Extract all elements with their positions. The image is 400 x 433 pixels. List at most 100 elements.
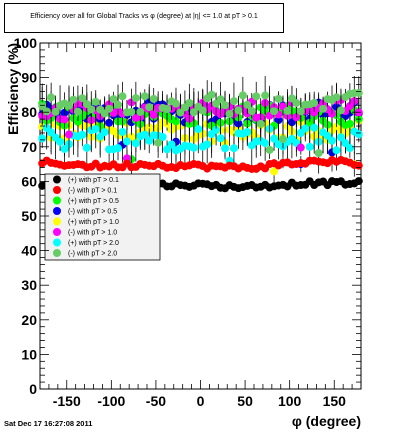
data-point [354, 88, 363, 97]
data-point [149, 110, 158, 119]
legend-box [44, 173, 161, 261]
data-point [212, 125, 221, 134]
data-point [100, 128, 109, 137]
y-tick-label: 40 [21, 243, 37, 259]
legend-marker [53, 249, 61, 257]
data-point [229, 97, 238, 106]
y-tick-label: 70 [21, 139, 37, 155]
legend-label: (+) with pT > 0.5 [68, 198, 119, 205]
legend-label: (-) with pT > 0.5 [68, 209, 117, 216]
data-point [114, 144, 123, 153]
data-point [296, 107, 305, 116]
data-point [118, 127, 127, 136]
data-point [243, 128, 252, 137]
data-point [127, 107, 136, 116]
y-axis-title: Efficiency (%) [5, 43, 21, 135]
legend-marker [53, 228, 61, 236]
data-point [310, 123, 319, 132]
data-point [38, 102, 47, 111]
data-point [105, 104, 114, 113]
data-point [73, 107, 82, 116]
data-point [225, 110, 234, 119]
data-point [42, 107, 51, 116]
data-point [216, 134, 225, 143]
data-point [91, 97, 100, 106]
data-point [221, 101, 230, 110]
data-point [189, 108, 198, 117]
data-point [145, 136, 154, 145]
data-point [140, 92, 149, 101]
data-point [328, 136, 337, 145]
legend-marker [53, 217, 61, 226]
data-point [292, 98, 301, 107]
data-point [60, 115, 69, 124]
x-tick-label: -50 [146, 393, 166, 409]
data-point [56, 137, 65, 146]
data-point [136, 107, 145, 116]
data-point [261, 139, 270, 148]
x-tick-label: 100 [278, 393, 302, 409]
x-tick-label: -100 [97, 393, 125, 409]
data-point [158, 133, 167, 142]
data-point [270, 107, 279, 116]
data-point [82, 143, 91, 152]
data-point [238, 91, 247, 100]
data-point [131, 94, 140, 103]
data-point [283, 106, 292, 115]
data-point [38, 134, 47, 143]
x-tick-label: 150 [323, 393, 347, 409]
data-point [194, 125, 203, 134]
data-point [171, 117, 180, 126]
data-point [278, 135, 287, 144]
data-point [310, 98, 319, 107]
y-tick-label: 100 [14, 35, 38, 51]
data-point [252, 92, 261, 101]
data-point [296, 143, 305, 152]
data-point [122, 137, 131, 146]
data-point [265, 145, 274, 154]
y-tick-label: 10 [21, 346, 37, 362]
legend-marker [53, 186, 61, 194]
data-point [336, 133, 345, 142]
data-point [354, 130, 363, 139]
y-tick-label: 90 [21, 70, 37, 86]
data-point [345, 119, 354, 128]
data-point [261, 91, 270, 100]
data-point [301, 124, 310, 133]
data-point [91, 125, 100, 134]
data-point [198, 106, 207, 115]
data-point [154, 138, 163, 147]
y-tick-label: 0 [29, 381, 37, 397]
data-point [243, 100, 252, 109]
y-tick-label: 20 [21, 312, 37, 328]
data-point [118, 92, 127, 101]
x-tick-label: 50 [237, 393, 253, 409]
data-point [64, 130, 73, 139]
data-point [229, 144, 238, 153]
legend-label: (+) with pT > 0.1 [68, 177, 119, 184]
chart-title: Efficiency over all for Global Tracks vs… [30, 13, 258, 20]
legend-label: (-) with pT > 1.0 [68, 230, 117, 237]
legend-marker [53, 175, 61, 184]
y-tick-label: 30 [21, 277, 37, 293]
data-point [345, 144, 354, 153]
data-point [221, 144, 230, 153]
y-tick-label: 80 [21, 104, 37, 120]
data-point [234, 106, 243, 115]
x-tick-label: 0 [197, 393, 205, 409]
data-point [336, 106, 345, 115]
data-point [314, 149, 323, 158]
data-point [73, 117, 82, 126]
data-point [332, 146, 341, 155]
data-point [69, 95, 78, 104]
y-tick-label: 60 [21, 173, 37, 189]
data-point [114, 100, 123, 109]
data-point [47, 93, 56, 102]
data-point [207, 90, 216, 99]
data-point [82, 100, 91, 109]
legend-marker [53, 207, 61, 215]
y-tick-label: 50 [21, 208, 37, 224]
legend-label: (+) with pT > 2.0 [68, 240, 119, 247]
x-axis-title: φ (degree) [292, 413, 361, 429]
